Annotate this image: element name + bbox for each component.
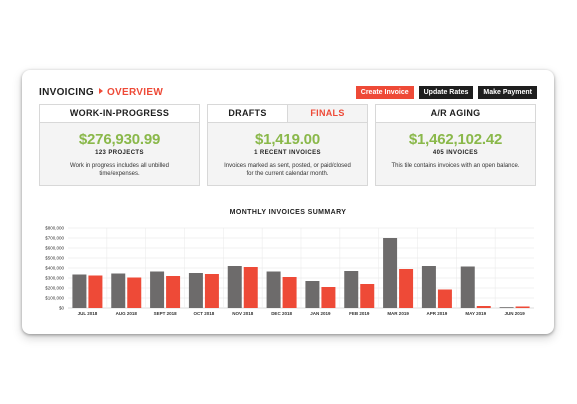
monthly-invoices-chart: $0 $100,000 $200,000 $300,000 $400,000 $500,0… <box>45 226 534 316</box>
y-tick-label: $200,000 <box>45 286 64 291</box>
y-tick-label: $0 <box>59 306 65 311</box>
invoices-amount: $1,419.00 <box>255 131 320 148</box>
bar-red-1[interactable] <box>127 277 142 309</box>
invoicing-overview-card: INVOICING OVERVIEW Create Invoice Update … <box>22 70 554 334</box>
y-tick-label: $700,000 <box>45 236 64 241</box>
invoices-description: Invoices marked as sent, posted, or paid… <box>224 163 351 177</box>
x-tick-label: FEB 2019 <box>349 311 370 316</box>
bar-red-0[interactable] <box>88 275 103 309</box>
y-tick-label: $100,000 <box>45 296 64 301</box>
bar-red-8[interactable] <box>399 269 414 308</box>
bar-gray-9[interactable] <box>421 266 436 308</box>
bar-gray-6[interactable] <box>305 281 320 308</box>
x-tick-label: OCT 2018 <box>194 311 215 316</box>
y-tick-label: $300,000 <box>45 276 64 281</box>
update-rates-button[interactable]: Update Rates <box>418 86 474 99</box>
bar-gray-0[interactable] <box>72 274 87 309</box>
x-tick-label: DEC 2018 <box>271 311 292 316</box>
x-tick-label: SEPT 2018 <box>154 311 178 316</box>
x-tick-label: NOV 2018 <box>232 311 254 316</box>
bar-gray-1[interactable] <box>111 273 126 309</box>
tab-finals[interactable]: FINALS <box>287 105 367 122</box>
bar-red-4[interactable] <box>243 267 258 308</box>
bar-gray-2[interactable] <box>150 271 165 309</box>
bar-red-11[interactable] <box>515 306 530 309</box>
invoices-count: 1 RECENT INVOICES <box>254 150 321 156</box>
x-tick-label: AUG 2018 <box>116 311 138 316</box>
chart-title: MONTHLY INVOICES SUMMARY <box>229 209 347 216</box>
create-invoice-button[interactable]: Create Invoice <box>355 86 414 99</box>
bar-red-10[interactable] <box>476 306 491 308</box>
x-tick-label: MAY 2019 <box>465 311 486 316</box>
bar-red-5[interactable] <box>282 277 297 308</box>
make-payment-button[interactable]: Make Payment <box>478 86 537 99</box>
bar-gray-8[interactable] <box>383 238 398 308</box>
wip-tile-header: WORK-IN-PROGRESS <box>40 105 199 123</box>
bar-red-2[interactable] <box>166 276 181 308</box>
y-tick-label: $600,000 <box>45 246 64 251</box>
action-buttons: Create Invoice Update Rates Make Payment <box>355 86 537 99</box>
x-tick-label: JUN 2019 <box>504 311 525 316</box>
ar-count: 405 INVOICES <box>432 150 479 156</box>
y-tick-label: $800,000 <box>45 226 64 231</box>
ar-description: This tile contains invoices with an open… <box>391 163 520 169</box>
tab-drafts[interactable]: DRAFTS <box>228 108 267 118</box>
bar-gray-10[interactable] <box>460 266 475 309</box>
breadcrumb-current: OVERVIEW <box>106 87 164 98</box>
wip-tile[interactable]: WORK-IN-PROGRESS $276,930.99 123 PROJECT… <box>39 104 200 186</box>
breadcrumb: INVOICING OVERVIEW <box>39 87 163 98</box>
wip-amount: $276,930.99 <box>78 131 161 148</box>
wip-description: Work in progress includes all unbilled t… <box>70 163 169 177</box>
y-tick-label: $500,000 <box>45 256 64 261</box>
x-tick-label: JUL 2018 <box>78 311 98 316</box>
wip-tile-title: WORK-IN-PROGRESS <box>69 108 170 118</box>
x-tick-label: APR 2019 <box>427 311 448 316</box>
invoices-tile[interactable]: DRAFTS FINALS $1,419.00 1 RECENT INVOICE… <box>207 104 368 186</box>
bar-gray-4[interactable] <box>227 266 242 308</box>
bar-gray-5[interactable] <box>266 271 281 309</box>
ar-tile-header: A/R AGING <box>376 105 535 123</box>
ar-amount: $1,462,102.42 <box>408 131 503 148</box>
y-tick-label: $400,000 <box>45 266 64 271</box>
bar-red-9[interactable] <box>437 289 452 309</box>
breadcrumb-root[interactable]: INVOICING <box>39 87 94 98</box>
bar-red-3[interactable] <box>204 274 219 308</box>
bar-red-7[interactable] <box>360 284 375 308</box>
bar-gray-3[interactable] <box>188 273 203 308</box>
bar-gray-11[interactable] <box>499 307 514 308</box>
bar-red-6[interactable] <box>321 287 336 308</box>
ar-aging-tile[interactable]: A/R AGING $1,462,102.42 405 INVOICES Thi… <box>375 104 536 186</box>
breadcrumb-arrow-icon <box>98 88 103 94</box>
wip-count: 123 PROJECTS <box>95 150 144 156</box>
ar-tile-title: A/R AGING <box>430 108 481 118</box>
x-tick-label: MAR 2019 <box>387 311 409 316</box>
bar-gray-7[interactable] <box>344 271 359 308</box>
invoices-tile-tabs: DRAFTS FINALS <box>208 105 367 123</box>
x-tick-label: JAN 2019 <box>310 311 331 316</box>
